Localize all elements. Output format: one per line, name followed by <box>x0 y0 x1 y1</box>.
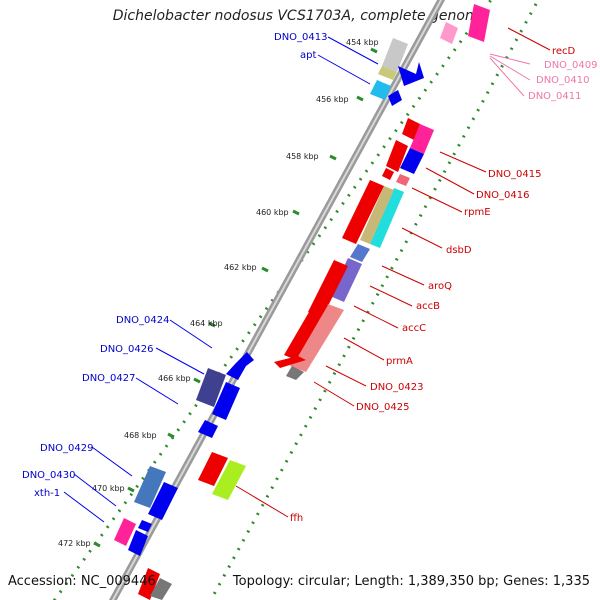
ruler-tick-label: 468 kbp <box>124 431 157 440</box>
ruler-tick-label: 472 kbp <box>58 539 91 548</box>
gene-blue-lower <box>198 420 218 438</box>
gene-label: DNO_0429 <box>40 443 94 454</box>
gene-label: DNO_0426 <box>100 344 154 355</box>
gene-blue-bottom <box>128 530 148 556</box>
gene-red-c <box>284 300 328 360</box>
gene-tan-long <box>360 186 394 244</box>
gene-label: dsbD <box>446 245 472 256</box>
gene-dno0425 <box>286 366 304 380</box>
gene-dno0424 <box>226 352 254 380</box>
gene-recD <box>468 4 490 42</box>
gene-olive <box>378 66 397 80</box>
faded-leader-lines <box>489 53 531 97</box>
gene-label: apt <box>300 50 316 61</box>
gene-dno0416 <box>400 148 424 174</box>
gene-dno0426 <box>196 368 226 407</box>
gene-ffh-red <box>198 452 228 486</box>
gene-label: DNO_0430 <box>22 470 76 481</box>
ruler-tick-label: 460 kbp <box>256 208 289 217</box>
gene-dno0429 <box>134 466 166 508</box>
gene-label: aroQ <box>428 281 452 292</box>
topology-text: Topology: circular; Length: 1,389,350 bp… <box>232 574 590 589</box>
gene-cyan <box>370 80 391 100</box>
ruler-tick-label: 462 kbp <box>224 263 257 272</box>
left-gene-labels[interactable]: DNO_0413 apt DNO_0424 DNO_0426 DNO_0427 … <box>22 32 328 499</box>
ruler-ticks <box>93 47 378 548</box>
gene-label: rpmE <box>464 207 491 218</box>
gene-bottom-red <box>138 568 160 600</box>
gene-accB <box>330 258 362 302</box>
gene-label: DNO_0424 <box>116 315 170 326</box>
gene-label: DNO_0415 <box>488 169 542 180</box>
gene-label: DNO_0423 <box>370 382 424 393</box>
gene-dno0423 <box>274 356 306 368</box>
gene-label: xth-1 <box>34 488 60 499</box>
gene-cyan-long <box>370 188 404 248</box>
gene-dno0427 <box>212 382 240 420</box>
gene-label: DNO_0425 <box>356 402 410 413</box>
ruler-tick-labels: 454 kbp 456 kbp 458 kbp 460 kbp 462 kbp … <box>58 38 379 548</box>
gene-label: accC <box>402 323 426 334</box>
gene-blue-tiny <box>138 520 152 532</box>
gene-ffh-green <box>212 460 246 500</box>
ruler-tick-label: 470 kbp <box>92 484 125 493</box>
gene-label: DNO_0413 <box>274 32 328 43</box>
gene-aroQ <box>350 244 370 262</box>
gene-rpmE <box>396 174 410 186</box>
gene-red-a <box>386 140 408 172</box>
reverse-genes[interactable] <box>138 4 490 600</box>
gene-label: DNO_0427 <box>82 373 136 384</box>
gene-bottom-grey <box>150 578 172 600</box>
gene-faded-top <box>440 22 458 44</box>
accession-text: Accession: NC_009446 <box>8 574 156 589</box>
gene-dno0415b <box>410 124 434 154</box>
gene-prmA <box>290 304 344 372</box>
gene-label: DNO_0416 <box>476 190 530 201</box>
gene-dno0415 <box>402 118 420 140</box>
gene-label: prmA <box>386 356 413 367</box>
gene-label: recD <box>552 46 576 57</box>
gene-red-b <box>382 168 394 180</box>
ruler-tick-label: 466 kbp <box>158 374 191 383</box>
gene-xth1 <box>114 518 136 546</box>
gene-dno0430 <box>148 482 178 520</box>
gene-label: accB <box>416 301 440 312</box>
right-leader-lines <box>235 27 551 518</box>
outer-ruler-track <box>52 0 493 600</box>
forward-genes[interactable] <box>114 38 424 556</box>
gene-label: DNO_0409 <box>544 60 598 71</box>
ruler-tick-label: 464 kbp <box>190 319 223 328</box>
ruler-tick-label: 456 kbp <box>316 95 349 104</box>
ruler-tick-label: 458 kbp <box>286 152 319 161</box>
gene-blue-small <box>388 90 402 106</box>
genome-title: Dichelobacter nodosus VCS1703A, complete… <box>112 8 488 24</box>
gene-label: DNO_0410 <box>536 75 590 86</box>
gene-label: ffh <box>290 513 303 524</box>
gene-label: DNO_0411 <box>528 91 582 102</box>
gene-apt <box>398 62 424 86</box>
ruler-tick-label: 454 kbp <box>346 38 379 47</box>
right-gene-labels[interactable]: recD DNO_0409 DNO_0410 DNO_0411 DNO_0415… <box>290 46 598 524</box>
left-leader-lines <box>63 36 379 523</box>
gene-grey <box>382 38 408 72</box>
gene-dsbD <box>342 180 384 244</box>
